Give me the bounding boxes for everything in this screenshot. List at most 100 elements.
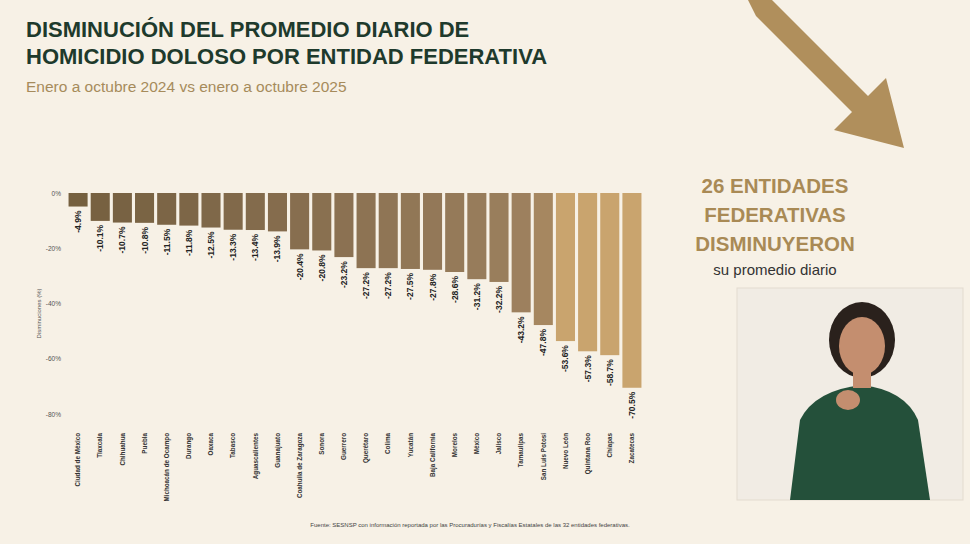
data-label: -27.2%: [361, 272, 371, 299]
bar: [179, 193, 198, 226]
page: DISMINUCIÓN DEL PROMEDIO DIARIO DEHOMICI…: [0, 0, 970, 544]
data-label: -47.8%: [538, 329, 548, 356]
data-label: -58.7%: [605, 359, 615, 386]
bar: [290, 193, 309, 249]
bar: [157, 193, 176, 225]
bar: [224, 193, 243, 230]
data-label: -10.7%: [117, 226, 127, 253]
subtitle: Enero a octubre 2024 vs enero a octubre …: [26, 78, 347, 95]
x-tick-label: Nuevo León: [562, 433, 569, 469]
data-label: -43.2%: [516, 316, 526, 343]
figure-hand: [836, 390, 860, 410]
annotation: 26 ENTIDADES: [702, 174, 849, 197]
data-label: -20.4%: [295, 253, 305, 280]
x-tick-label: Tabasco: [229, 433, 236, 458]
bar: [69, 193, 88, 207]
data-label: -20.8%: [317, 254, 327, 281]
bar: [534, 193, 553, 325]
y-tick-label: -80%: [46, 411, 61, 418]
y-tick-label: -20%: [46, 245, 61, 252]
data-label: -12.5%: [206, 231, 216, 258]
y-tick-label: 0%: [52, 190, 62, 197]
x-tick-label: Sonora: [318, 433, 325, 455]
x-tick-label: Colima: [384, 433, 391, 454]
x-tick-label: Baja California: [429, 433, 437, 478]
annotation: su promedio diario: [713, 261, 836, 278]
bar: [334, 193, 353, 257]
bar: [622, 193, 641, 388]
bar: [268, 193, 287, 231]
bar: [379, 193, 398, 268]
title: HOMICIDIO DOLOSO POR ENTIDAD FEDERATIVA: [26, 44, 547, 69]
data-labels: -4.9%-10.1%-10.7%-10.8%-11.5%-11.8%-12.5…: [73, 210, 637, 419]
data-label: -27.5%: [405, 273, 415, 300]
bar: [489, 193, 508, 282]
bar: [201, 193, 220, 228]
bar: [246, 193, 265, 230]
x-tick-label: Querétaro: [362, 433, 370, 463]
bar: [512, 193, 531, 312]
x-tick-label: Coahuila de Zaragoza: [296, 433, 304, 499]
data-label: -13.3%: [228, 233, 238, 260]
data-label: -31.2%: [472, 283, 482, 310]
x-tick-labels: Ciudad de México Tlaxcala Chihuahua Puebla M…: [74, 433, 635, 502]
panel-bg: [737, 288, 963, 500]
bar: [312, 193, 331, 250]
title-group: DISMINUCIÓN DEL PROMEDIO DIARIO DEHOMICI…: [26, 17, 547, 69]
x-tick-label: Chiapas: [606, 433, 614, 458]
y-axis-title: Disminuciones (%): [36, 288, 42, 338]
y-tick-label: -40%: [46, 300, 61, 307]
x-tick-label: Tlaxcala: [96, 433, 103, 458]
bar: [357, 193, 376, 268]
x-tick-label: Quintana Roo: [584, 433, 592, 474]
x-tick-label: San Luis Potosí: [540, 433, 547, 480]
bar: [113, 193, 132, 223]
interpreter-panel: [737, 288, 963, 500]
x-tick-label: Guerrero: [340, 433, 347, 460]
data-label: -13.4%: [250, 234, 260, 261]
x-tick-label: Ciudad de México: [74, 433, 81, 487]
x-tick-label: Morelos: [451, 433, 458, 458]
data-label: -27.8%: [428, 273, 438, 300]
x-tick-label: Puebla: [141, 433, 148, 454]
data-label: -11.5%: [162, 228, 172, 255]
x-tick-label: Chihuahua: [119, 433, 126, 466]
bar: [578, 193, 597, 351]
bar: [556, 193, 575, 341]
data-label: -57.3%: [583, 355, 593, 382]
x-tick-label: Zacatecas: [628, 433, 635, 464]
x-tick-label: Oaxaca: [207, 433, 214, 456]
data-label: -27.2%: [383, 272, 393, 299]
x-tick-label: Guanajuato: [274, 433, 282, 468]
data-label: -23.2%: [339, 261, 349, 288]
figure-hair: [829, 302, 895, 378]
data-label: -10.1%: [95, 224, 105, 251]
x-tick-label: Durango: [185, 433, 193, 459]
bar: [423, 193, 442, 270]
x-tick-label: Michoacán de Ocampo: [163, 433, 171, 502]
title: DISMINUCIÓN DEL PROMEDIO DIARIO DE: [26, 17, 469, 42]
y-tick-label: -60%: [46, 355, 61, 362]
data-label: -10.8%: [140, 226, 150, 253]
bar: [401, 193, 420, 269]
annotation: DISMINUYERON: [695, 232, 854, 255]
background: [0, 0, 970, 544]
x-tick-label: Aguascalientes: [252, 433, 260, 480]
x-tick-label: Yucatán: [407, 433, 414, 457]
x-tick-label: Tamaulipas: [517, 433, 525, 468]
data-label: -28.6%: [450, 276, 460, 303]
figure-face: [839, 317, 885, 375]
figure-neck: [853, 370, 871, 388]
bars: [69, 193, 642, 388]
data-label: -13.9%: [272, 235, 282, 262]
bar: [445, 193, 464, 272]
source: Fuente: SESNSP con información reportada…: [310, 522, 630, 528]
data-label: -53.6%: [560, 345, 570, 372]
bar: [600, 193, 619, 355]
x-tick-label: México: [473, 433, 480, 455]
data-label: -4.9%: [73, 210, 83, 233]
data-label: -32.2%: [494, 286, 504, 313]
figure-body: [790, 385, 930, 500]
bar: [91, 193, 110, 221]
annotation: FEDERATIVAS: [704, 203, 846, 226]
